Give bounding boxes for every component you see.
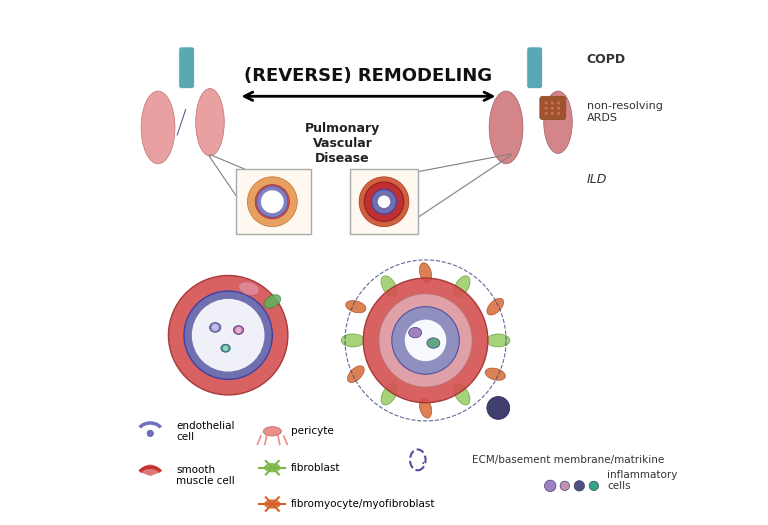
Text: non-resolving
ARDS: non-resolving ARDS bbox=[587, 101, 663, 123]
Ellipse shape bbox=[485, 368, 505, 380]
Circle shape bbox=[192, 299, 264, 372]
Circle shape bbox=[551, 112, 554, 115]
Circle shape bbox=[257, 186, 288, 217]
Circle shape bbox=[255, 185, 290, 219]
Ellipse shape bbox=[487, 334, 510, 347]
Text: .: . bbox=[420, 453, 425, 467]
Ellipse shape bbox=[263, 427, 281, 436]
Circle shape bbox=[236, 327, 242, 333]
Ellipse shape bbox=[341, 334, 365, 347]
Ellipse shape bbox=[427, 338, 440, 348]
Ellipse shape bbox=[544, 91, 572, 153]
Ellipse shape bbox=[454, 276, 470, 297]
Ellipse shape bbox=[419, 398, 432, 418]
FancyBboxPatch shape bbox=[540, 96, 566, 120]
Ellipse shape bbox=[381, 276, 397, 297]
Circle shape bbox=[551, 101, 554, 104]
Circle shape bbox=[364, 182, 404, 222]
Ellipse shape bbox=[210, 322, 221, 332]
Circle shape bbox=[545, 101, 548, 104]
Ellipse shape bbox=[264, 463, 280, 472]
Circle shape bbox=[359, 177, 409, 227]
Ellipse shape bbox=[487, 298, 504, 315]
Ellipse shape bbox=[141, 91, 175, 164]
Circle shape bbox=[212, 324, 219, 331]
Circle shape bbox=[487, 396, 510, 419]
FancyBboxPatch shape bbox=[350, 169, 418, 234]
Text: smooth
muscle cell: smooth muscle cell bbox=[176, 465, 235, 486]
Circle shape bbox=[261, 190, 283, 213]
Ellipse shape bbox=[381, 384, 397, 405]
Text: (REVERSE) REMODELING: (REVERSE) REMODELING bbox=[244, 67, 492, 85]
Circle shape bbox=[589, 481, 598, 490]
Circle shape bbox=[545, 112, 548, 115]
Circle shape bbox=[184, 291, 273, 380]
Ellipse shape bbox=[233, 326, 243, 334]
Ellipse shape bbox=[346, 300, 366, 313]
Ellipse shape bbox=[264, 295, 280, 308]
FancyBboxPatch shape bbox=[527, 47, 542, 89]
Text: fibroblast: fibroblast bbox=[290, 463, 340, 472]
Ellipse shape bbox=[454, 384, 470, 405]
Text: ILD: ILD bbox=[587, 173, 607, 186]
Circle shape bbox=[147, 430, 154, 436]
Wedge shape bbox=[140, 465, 161, 476]
Circle shape bbox=[405, 320, 446, 361]
Circle shape bbox=[363, 278, 488, 403]
Circle shape bbox=[560, 481, 569, 490]
Ellipse shape bbox=[489, 91, 523, 164]
Circle shape bbox=[557, 107, 560, 110]
Text: inflammatory
cells: inflammatory cells bbox=[607, 470, 677, 491]
Text: Pulmonary
Vascular
Disease: Pulmonary Vascular Disease bbox=[305, 121, 380, 164]
Circle shape bbox=[551, 107, 554, 110]
Ellipse shape bbox=[196, 89, 224, 156]
Text: endothelial
cell: endothelial cell bbox=[176, 421, 235, 442]
Circle shape bbox=[378, 195, 390, 208]
FancyBboxPatch shape bbox=[179, 47, 194, 89]
Ellipse shape bbox=[221, 344, 230, 352]
Circle shape bbox=[168, 276, 288, 395]
Ellipse shape bbox=[347, 366, 364, 383]
Circle shape bbox=[574, 481, 584, 491]
FancyBboxPatch shape bbox=[236, 169, 311, 234]
Text: fibromyocyte/myofibroblast: fibromyocyte/myofibroblast bbox=[290, 499, 435, 509]
Circle shape bbox=[379, 293, 472, 387]
Ellipse shape bbox=[239, 281, 259, 295]
Circle shape bbox=[545, 480, 556, 491]
Ellipse shape bbox=[409, 328, 422, 338]
Circle shape bbox=[223, 345, 228, 351]
Circle shape bbox=[247, 177, 297, 227]
Ellipse shape bbox=[264, 499, 280, 509]
Circle shape bbox=[372, 189, 396, 214]
Circle shape bbox=[545, 107, 548, 110]
Circle shape bbox=[392, 307, 459, 374]
Ellipse shape bbox=[419, 262, 432, 283]
Text: ECM/basement membrane/matrikine: ECM/basement membrane/matrikine bbox=[472, 455, 664, 465]
Text: pericyte: pericyte bbox=[290, 426, 333, 436]
Circle shape bbox=[557, 101, 560, 104]
Text: COPD: COPD bbox=[587, 54, 626, 67]
Circle shape bbox=[557, 112, 560, 115]
